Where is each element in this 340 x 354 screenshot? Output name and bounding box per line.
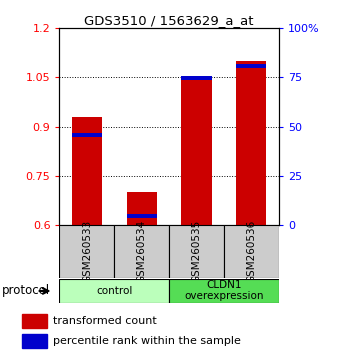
Bar (127, 192, 157, 225)
Bar (236, 61, 267, 225)
Text: transformed count: transformed count (53, 316, 157, 326)
Text: GSM260535: GSM260535 (191, 220, 202, 283)
Bar (236, 64, 267, 68)
Text: protocol: protocol (2, 285, 50, 297)
Bar (22, 314, 47, 328)
Bar (169, 279, 279, 303)
Bar (59, 279, 169, 303)
Bar (59, 225, 114, 278)
Text: CLDN1
overexpression: CLDN1 overexpression (184, 280, 264, 302)
Text: GSM260533: GSM260533 (82, 220, 92, 283)
Bar (22, 334, 47, 348)
Bar (224, 225, 279, 278)
Bar (182, 77, 211, 225)
Text: control: control (96, 286, 133, 296)
Bar (114, 225, 169, 278)
Title: GDS3510 / 1563629_a_at: GDS3510 / 1563629_a_at (84, 14, 254, 27)
Text: GSM260536: GSM260536 (246, 220, 256, 283)
Bar (72, 117, 102, 225)
Bar (182, 76, 211, 80)
Text: percentile rank within the sample: percentile rank within the sample (53, 336, 241, 346)
Bar (127, 214, 157, 218)
Text: GSM260534: GSM260534 (137, 220, 147, 283)
Bar (169, 225, 224, 278)
Bar (72, 133, 102, 137)
